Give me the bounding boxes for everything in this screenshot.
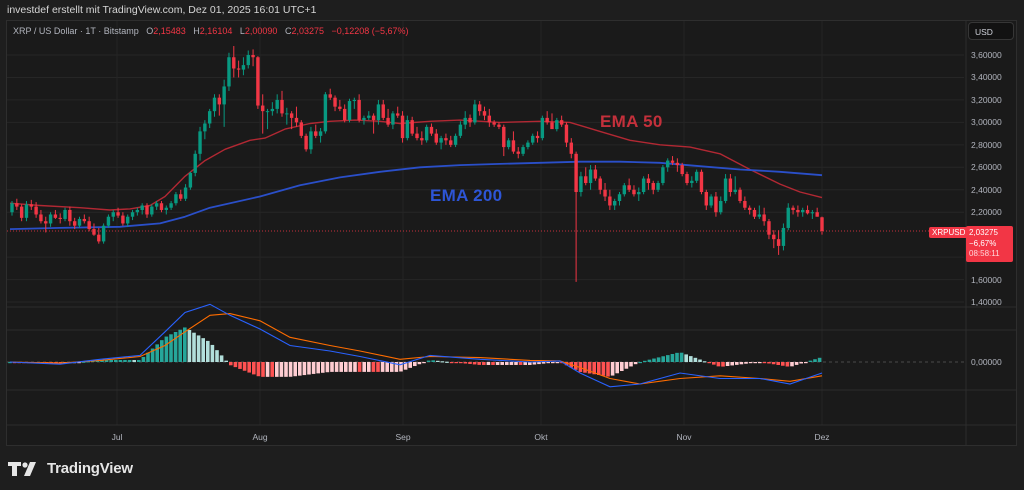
high-value: 2,16104 bbox=[199, 26, 233, 36]
chart-frame bbox=[6, 20, 1017, 446]
tradingview-brand[interactable]: TradingView bbox=[8, 460, 133, 477]
price-axis-label: 3,00000 bbox=[971, 117, 1002, 128]
symbol-price-tag: XRPUSD bbox=[929, 227, 969, 238]
price-axis-label: 1,60000 bbox=[971, 274, 1002, 285]
macd-zero-label: 0,00000 bbox=[971, 357, 1002, 367]
time-axis-label: Okt bbox=[534, 432, 548, 442]
price-axis-label: 3,60000 bbox=[971, 50, 1002, 60]
change-value: −0,12208 (−5,67%) bbox=[331, 26, 409, 36]
low-value: 2,00090 bbox=[244, 26, 278, 36]
symbol-title[interactable]: XRP / US Dollar · 1T · Bitstamp bbox=[13, 26, 139, 36]
time-axis-label: Nov bbox=[676, 432, 692, 442]
open-value: 2,15483 bbox=[153, 26, 186, 36]
time-axis-label: Dez bbox=[814, 432, 830, 442]
price-axis-label: 2,20000 bbox=[971, 207, 1002, 218]
tradingview-logo-icon bbox=[8, 461, 36, 476]
open-key: O bbox=[146, 26, 154, 36]
chart-attribution: investdef erstellt mit TradingView.com, … bbox=[7, 4, 317, 16]
brand-name: TradingView bbox=[47, 460, 133, 477]
last-price-tag: 2,03275 −6,67% 08:58:11 bbox=[966, 226, 1013, 262]
ema50-label: EMA 50 bbox=[600, 112, 663, 131]
high-key: H bbox=[193, 26, 200, 36]
last-price: 2,03275 bbox=[969, 228, 998, 237]
price-axis-label: 2,80000 bbox=[971, 139, 1002, 150]
price-axis-label: 2,40000 bbox=[971, 184, 1002, 195]
price-axis-label: 3,20000 bbox=[971, 94, 1002, 105]
close-key: C bbox=[284, 26, 292, 36]
candles bbox=[10, 46, 824, 282]
ema200-label: EMA 200 bbox=[430, 186, 503, 205]
bar-countdown: 08:58:11 bbox=[969, 249, 1000, 258]
last-change-pct: −6,67% bbox=[969, 238, 997, 248]
low-key: L bbox=[239, 26, 245, 36]
price-axis-label: 3,40000 bbox=[971, 72, 1002, 83]
price-axis-label: 1,40000 bbox=[971, 297, 1002, 308]
symbol-legend: XRP / US Dollar · 1T · Bitstamp O2,15483… bbox=[13, 26, 409, 36]
currency-button[interactable]: USD bbox=[968, 22, 1014, 40]
time-axis-label: Sep bbox=[395, 432, 411, 442]
price-axis-label: 2,60000 bbox=[971, 162, 1002, 173]
time-axis-label: Aug bbox=[252, 432, 268, 442]
close-value: 2,03275 bbox=[291, 26, 324, 36]
time-axis-label: Jul bbox=[111, 432, 123, 442]
